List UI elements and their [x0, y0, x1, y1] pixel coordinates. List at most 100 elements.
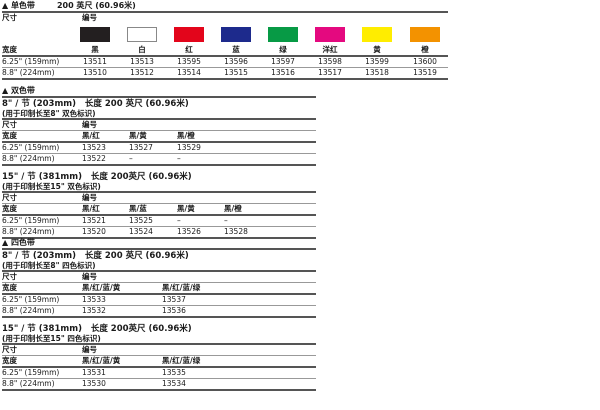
column-header: 黑/黄 — [177, 204, 195, 213]
size-cell: 8.8" (224mm) — [2, 68, 55, 77]
table-row: 8.8" (224mm) 13522 – – — [2, 154, 316, 166]
ribbon-table: 15" / 节 (381mm) 长度 200英尺 (60.96米) (用于印制长至… — [2, 324, 316, 391]
table-row: 8.8" (224mm) 13532 13536 — [2, 306, 316, 318]
code-cell: 13529 — [177, 143, 201, 152]
size-cell: 8.8" (224mm) — [2, 154, 55, 163]
code-cell: 13595 — [177, 57, 201, 66]
table-row: 8.8" (224mm) 13530 13534 — [2, 379, 316, 391]
code-label: 编号 — [82, 193, 97, 202]
code-label: 编号 — [82, 120, 97, 129]
code-cell: 13520 — [82, 227, 106, 236]
column-header: 黑/蓝 — [129, 204, 147, 213]
header-row: 尺寸 编号 — [2, 272, 316, 283]
column-header-row: 宽度 黑/红 黑/黄 黑/橙 — [2, 131, 316, 143]
code-cell: 13530 — [82, 379, 106, 388]
code-cell: 13532 — [82, 306, 106, 315]
width-label: 宽度 — [2, 131, 17, 140]
color-name: 洋红 — [322, 45, 338, 54]
color-name: 黄 — [373, 45, 381, 54]
size-label: 尺寸 — [2, 272, 17, 281]
table-heading: 15" / 节 (381mm) 长度 200英尺 (60.96米) — [2, 172, 192, 182]
table-row: 6.25" (159mm) 13521 13525 – – — [2, 216, 316, 227]
code-cell: 13516 — [271, 68, 295, 77]
code-label: 编号 — [82, 272, 97, 281]
section-title: ▲ 单色带 — [2, 1, 35, 10]
color-swatch — [315, 27, 345, 42]
length-label: 200 英尺 (60.96米) — [56, 1, 136, 10]
table-row: 8.8" (224mm) 13510 13512 13514 13515 13516 135… — [2, 68, 448, 80]
color-swatch — [362, 27, 392, 42]
table-row: 6.25" (159mm) 13531 13535 — [2, 368, 316, 379]
swatch-row — [2, 23, 448, 45]
width-label: 宽度 — [2, 204, 17, 213]
size-cell: 6.25" (159mm) — [2, 368, 60, 377]
column-header: 黑/红/蓝/绿 — [162, 356, 201, 365]
color-name: 红 — [185, 45, 193, 54]
size-cell: 8.8" (224mm) — [2, 379, 55, 388]
code-cell: – — [129, 154, 133, 163]
size-label: 尺寸 — [2, 120, 17, 129]
column-header: 黑/红/蓝/黄 — [82, 356, 121, 365]
column-header: 黑/红 — [82, 204, 100, 213]
table-heading: 8" / 节 (203mm) 长度 200 英尺 (60.96米) — [2, 99, 189, 109]
color-swatch — [221, 27, 251, 42]
code-cell: 13599 — [365, 57, 389, 66]
size-cell: 6.25" (159mm) — [2, 216, 60, 225]
code-cell: 13513 — [130, 57, 154, 66]
code-cell: 13512 — [130, 68, 154, 77]
code-cell: 13510 — [83, 68, 107, 77]
column-header: 黑/黄 — [129, 131, 147, 140]
code-cell: – — [224, 216, 228, 225]
color-swatch — [268, 27, 298, 42]
size-cell: 6.25" (159mm) — [2, 57, 60, 66]
code-cell: 13511 — [83, 57, 107, 66]
code-cell: 13533 — [82, 295, 106, 304]
four-color-section: ▲ 四色带 8" / 节 (203mm) 长度 200 英尺 (60.96米)(… — [2, 238, 316, 391]
section-title: ▲ 双色带 — [2, 86, 316, 98]
code-cell: 13536 — [162, 306, 186, 315]
width-label: 宽度 — [2, 283, 17, 292]
size-cell: 6.25" (159mm) — [2, 295, 60, 304]
code-label: 编号 — [82, 345, 97, 354]
column-header: 黑/红/蓝/黄 — [82, 283, 121, 292]
color-name: 绿 — [279, 45, 287, 54]
code-cell: – — [177, 216, 181, 225]
table-subheading: (用于印制长至15" 四色标识) — [2, 334, 316, 345]
color-name: 黑 — [91, 45, 99, 54]
code-cell: 13535 — [162, 368, 186, 377]
header-row: 尺寸 编号 — [2, 345, 316, 356]
code-cell: 13518 — [365, 68, 389, 77]
size-cell: 6.25" (159mm) — [2, 143, 60, 152]
column-header: 黑/红 — [82, 131, 100, 140]
code-cell: 13531 — [82, 368, 106, 377]
table-heading: 8" / 节 (203mm) 长度 200 英尺 (60.96米) — [2, 251, 189, 261]
size-cell: 8.8" (224mm) — [2, 306, 55, 315]
code-cell: 13517 — [318, 68, 342, 77]
color-name-row: 宽度 黑 白 红 蓝 绿 洋红 黄 橙 — [2, 45, 448, 57]
code-cell: 13526 — [177, 227, 201, 236]
code-cell: 13600 — [413, 57, 437, 66]
table-subheading: (用于印制长至8" 四色标识) — [2, 261, 316, 272]
code-cell: 13597 — [271, 57, 295, 66]
table-subheading: (用于印制长至15" 双色标识) — [2, 182, 316, 193]
table-heading: 15" / 节 (381mm) 长度 200英尺 (60.96米) — [2, 324, 192, 334]
ribbon-table: 8" / 节 (203mm) 长度 200 英尺 (60.96米) (用于印制长至… — [2, 99, 316, 166]
code-cell: 13598 — [318, 57, 342, 66]
code-cell: 13515 — [224, 68, 248, 77]
width-label: 宽度 — [2, 45, 17, 54]
code-cell: 13524 — [129, 227, 153, 236]
color-name: 蓝 — [232, 45, 240, 54]
table-subheading: (用于印制长至8" 双色标识) — [2, 109, 316, 120]
column-header: 黑/橙 — [224, 204, 242, 213]
size-label: 尺寸 — [2, 193, 17, 202]
header-row: 尺寸 编号 — [2, 120, 316, 131]
width-label: 宽度 — [2, 356, 17, 365]
section-title: ▲ 四色带 — [2, 238, 316, 250]
code-cell: 13537 — [162, 295, 186, 304]
code-cell: 13522 — [82, 154, 106, 163]
header-row: 尺寸 编号 — [2, 193, 316, 204]
color-name: 橙 — [421, 45, 429, 54]
ribbon-table: 15" / 节 (381mm) 长度 200英尺 (60.96米) (用于印制长至… — [2, 172, 316, 239]
color-swatch — [127, 27, 157, 42]
code-cell: 13519 — [413, 68, 437, 77]
